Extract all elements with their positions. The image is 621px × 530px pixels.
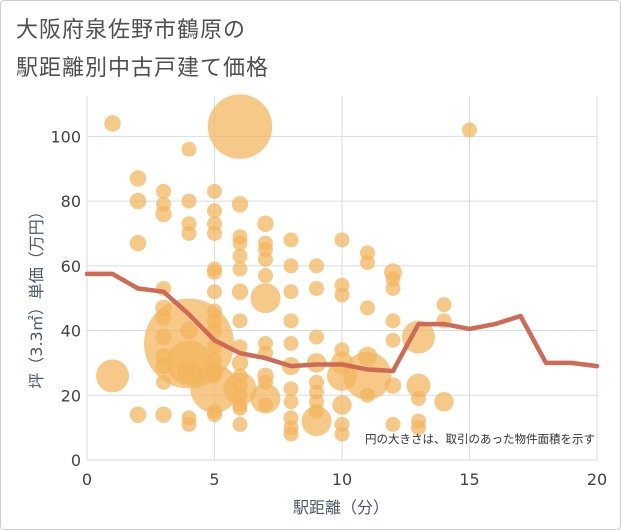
x-tick-label: 5 [209,470,219,489]
data-bubble [231,354,249,372]
data-bubble [232,261,248,277]
data-bubble [283,335,299,351]
y-tick-label: 80 [61,192,81,211]
data-bubble [207,225,222,241]
data-bubble [332,395,352,415]
y-tick-label: 60 [61,257,81,276]
chart-annotation: 円の大きさは、取引のあった物件面積を示す [365,432,595,446]
data-bubble [411,391,426,407]
data-bubble [343,351,392,400]
data-bubble [129,234,147,252]
data-bubble [384,377,402,394]
data-bubble [231,196,249,213]
data-bubble [155,205,172,223]
data-bubble [360,300,375,316]
data-bubble [309,329,324,345]
y-tick-label: 0 [71,451,81,470]
data-bubble [96,359,129,393]
data-bubble [283,284,299,300]
x-tick-labels: 0 5 10 15 20 [82,470,607,489]
data-bubble [334,232,350,248]
data-bubble [129,170,147,187]
y-tick-label: 20 [61,386,81,405]
y-tick-label: 100 [50,127,81,146]
data-bubble [232,313,248,329]
data-bubble [257,215,274,232]
data-bubble [155,406,172,423]
data-bubble [258,268,273,284]
y-tick-label: 40 [61,322,81,341]
x-axis-label: 駅距離（分） [293,498,389,517]
data-bubble [207,264,222,280]
data-bubble [258,251,273,267]
data-bubble [385,280,401,296]
data-bubble [334,426,350,442]
data-bubble [385,416,401,432]
data-bubble [232,248,248,264]
data-bubble [309,280,324,296]
data-bubble [283,313,299,329]
data-bubble [207,203,222,219]
data-bubble [232,416,248,432]
data-bubble [406,373,431,398]
data-bubble [434,391,454,412]
data-bubble [283,394,299,410]
x-tick-label: 10 [332,470,352,489]
data-bubble [385,332,401,348]
data-bubble [462,122,477,138]
chart-title-line-2: 駅距離別中古戸建て価格 [16,56,270,81]
chart-title-line-1: 大阪府泉佐野市鶴原の [16,18,247,43]
data-bubble [360,387,375,403]
data-bubble [402,320,435,354]
data-bubble [411,420,426,436]
x-tick-label: 0 [82,470,92,489]
data-bubble [207,284,222,300]
data-bubble [190,364,239,413]
data-bubble [232,400,248,416]
y-tick-labels: 0 20 40 60 80 100 [50,127,81,470]
data-bubble [360,255,375,271]
data-bubble [129,192,147,210]
data-bubble [436,297,452,313]
data-bubble [156,183,171,199]
x-tick-label: 15 [459,470,479,489]
data-bubble [207,94,273,159]
data-bubble [231,283,249,300]
data-bubble [232,235,248,251]
average-price-line [84,271,600,374]
data-bubble [181,416,197,432]
data-bubble [309,258,324,274]
x-tick-label: 20 [587,470,607,489]
y-axis-label: 坪（3.3㎡）単価（万円） [27,203,46,388]
data-bubble [207,407,222,423]
data-bubble [250,283,281,314]
data-bubble [283,426,299,442]
data-bubble [181,141,197,157]
data-bubble [181,225,197,241]
data-bubble [283,232,299,248]
bubble-series [96,94,477,442]
data-bubble [258,397,273,413]
data-bubble [334,287,350,303]
data-bubble [283,258,299,274]
data-bubble [385,313,401,329]
data-bubble [301,406,332,437]
data-bubble [104,115,121,132]
data-bubble [207,183,222,199]
data-bubble [181,193,197,209]
data-bubble [283,381,299,397]
data-bubble [129,406,147,423]
